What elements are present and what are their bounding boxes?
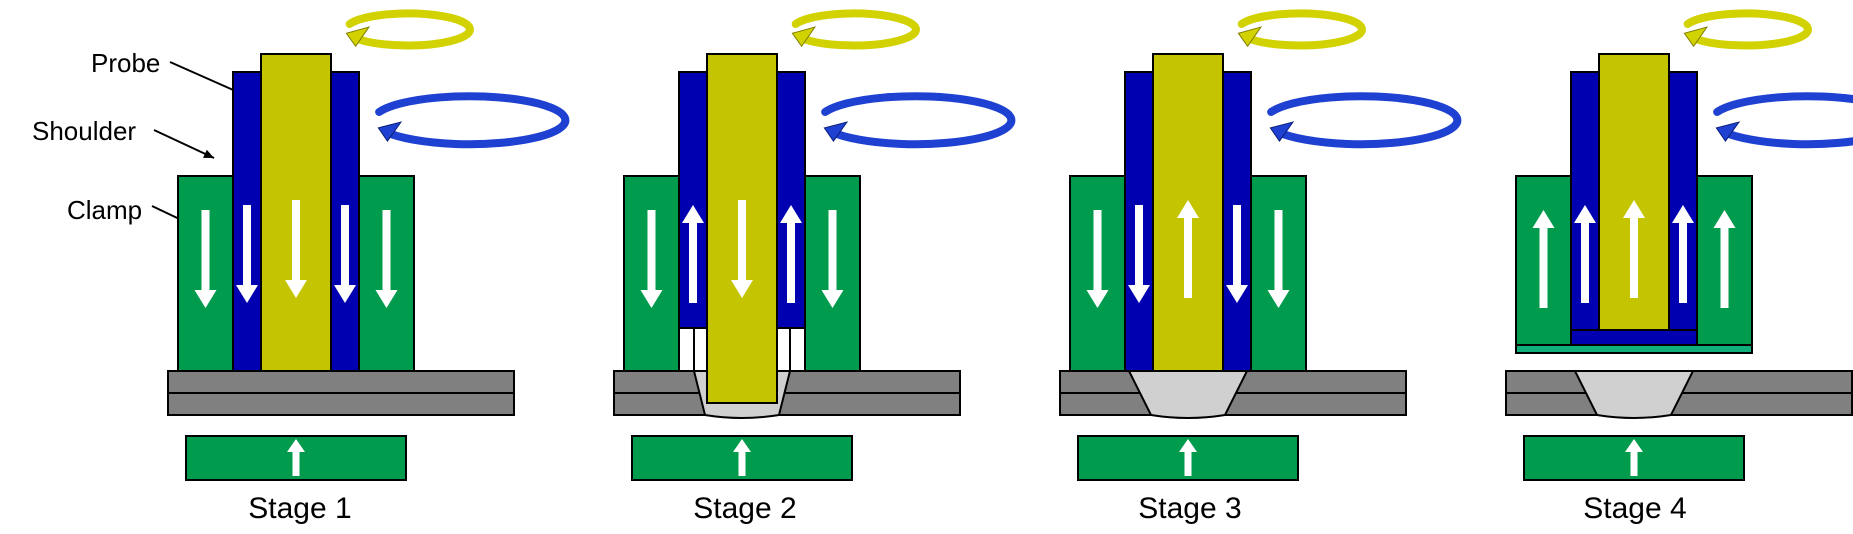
diagram-svg [0,0,1853,534]
fsw-stages-diagram: Probe Shoulder Clamp Stage 1 Stage 2 Sta… [0,0,1853,534]
